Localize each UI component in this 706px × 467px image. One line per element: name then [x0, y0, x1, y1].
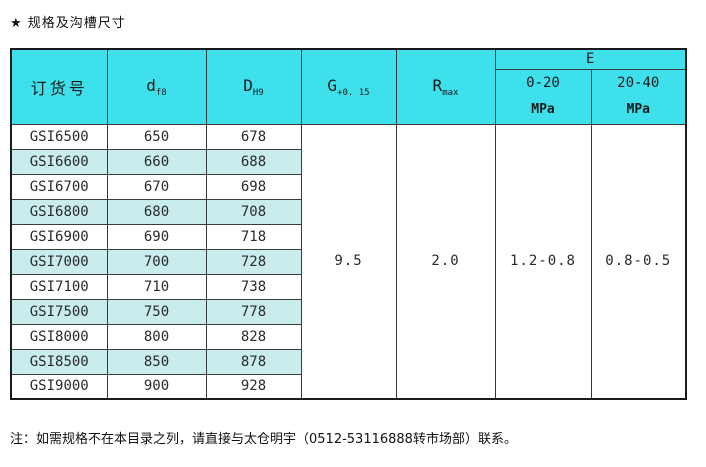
col-header-E-group: E	[494, 48, 687, 70]
cell-order-no: GSI8500	[10, 348, 108, 375]
table-row: GSI6700 670 698	[10, 173, 686, 200]
pressure-unit-label: MPa	[626, 102, 650, 117]
cell-D: 678	[205, 123, 302, 150]
col-header-R-sub: max	[442, 87, 459, 98]
col-header-G-tol: G+0. 15	[300, 48, 397, 125]
col-header-D-sub: H9	[252, 87, 264, 98]
col-header-d-base: d	[146, 75, 156, 95]
cell-d: 680	[106, 198, 207, 225]
table-row: GSI7500 750 778	[10, 298, 686, 325]
spec-table: 订货号 df8 DH9 G+0. 15 Rmax E 0-20 MPa 20-4…	[10, 48, 687, 400]
footnote: 注：如需规格不在本目录之列，请直接与太仓明宇（0512-53116888转市场部…	[10, 432, 517, 447]
col-header-D-H9: DH9	[205, 48, 302, 125]
cell-D: 878	[205, 348, 302, 375]
cell-d: 800	[106, 323, 207, 350]
col-header-d-f8: df8	[106, 48, 207, 125]
table-row: GSI6600 660 688	[10, 148, 686, 175]
table-row: GSI6500 650 678 9.5 2.0 1.2-0.8 0.8-0.5	[10, 123, 687, 400]
cell-d: 700	[106, 248, 207, 275]
table-header: 订货号 df8 DH9 G+0. 15 Rmax E 0-20 MPa 20-4…	[10, 48, 687, 125]
table-body: GSI6500 650 678 9.5 2.0 1.2-0.8 0.8-0.5 …	[10, 123, 687, 400]
col-header-R-base: R	[432, 75, 443, 95]
cell-order-no: GSI6700	[10, 173, 108, 200]
cell-order-no: GSI9000	[10, 373, 108, 400]
table-row: GSI6900 690 718	[10, 223, 686, 250]
cell-order-no: GSI6600	[10, 148, 108, 175]
pressure-unit-label: MPa	[531, 102, 555, 117]
cell-order-no: GSI6900	[10, 223, 108, 250]
col-header-d-sub: f8	[155, 87, 167, 98]
cell-order-no: GSI6800	[10, 198, 108, 225]
cell-order-no: GSI6500	[10, 123, 108, 150]
cell-D: 688	[205, 148, 302, 175]
pressure-range-label: 20-40	[617, 75, 660, 91]
col-header-order-no: 订货号	[10, 48, 108, 125]
cell-g-value: 9.5	[300, 123, 397, 400]
cell-order-no: GSI8000	[10, 323, 108, 350]
cell-d: 710	[106, 273, 207, 300]
table-row: GSI6800 680 708	[10, 198, 686, 225]
table-row: GSI8500 850 878	[10, 348, 686, 375]
cell-r-value: 2.0	[395, 123, 496, 400]
cell-D: 778	[205, 298, 302, 325]
col-header-e-20-40: 20-40 MPa	[590, 68, 687, 125]
cell-D: 698	[205, 173, 302, 200]
cell-D: 728	[205, 248, 302, 275]
table-row: GSI8000 800 828	[10, 323, 686, 350]
cell-order-no: GSI7100	[10, 273, 108, 300]
cell-e-low: 1.2-0.8	[494, 123, 592, 400]
col-header-G-sub: +0. 15	[337, 87, 370, 98]
cell-order-no: GSI7000	[10, 248, 108, 275]
cell-D: 928	[205, 373, 302, 400]
cell-d: 690	[106, 223, 207, 250]
cell-D: 718	[205, 223, 302, 250]
cell-d: 850	[106, 348, 207, 375]
cell-order-no: GSI7500	[10, 298, 108, 325]
pressure-range-label: 0-20	[526, 75, 560, 91]
section-title: ★ 规格及沟槽尺寸	[10, 16, 126, 31]
cell-d: 900	[106, 373, 207, 400]
col-header-e-0-20: 0-20 MPa	[494, 68, 592, 125]
col-header-R-max: Rmax	[395, 48, 496, 125]
cell-d: 650	[106, 123, 207, 150]
cell-d: 670	[106, 173, 207, 200]
table-row: GSI9000 900 928	[10, 373, 686, 400]
cell-d: 750	[106, 298, 207, 325]
col-header-G-base: G	[327, 75, 338, 95]
col-header-D-base: D	[243, 75, 253, 95]
cell-d: 660	[106, 148, 207, 175]
cell-D: 708	[205, 198, 302, 225]
cell-e-high: 0.8-0.5	[590, 123, 687, 400]
table-row: GSI7000 700 728	[10, 248, 686, 275]
cell-D: 828	[205, 323, 302, 350]
cell-D: 738	[205, 273, 302, 300]
